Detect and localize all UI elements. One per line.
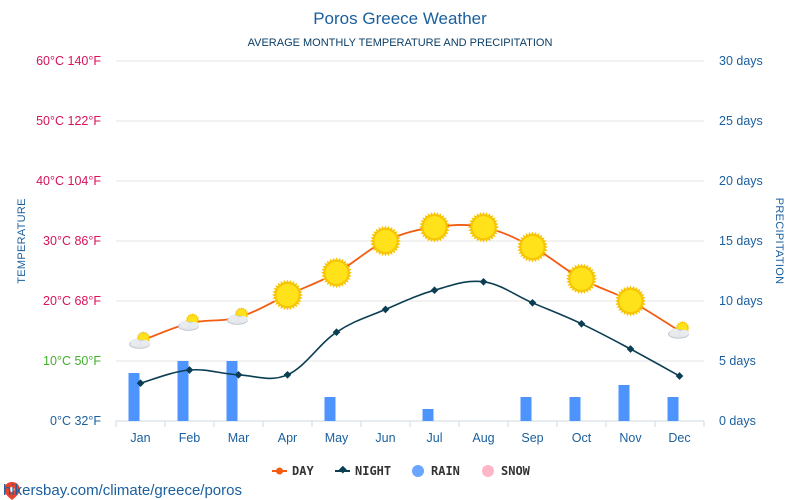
source-link[interactable]: hikersbay.com/climate/greece/poros: [3, 482, 242, 500]
rain-bars: [128, 361, 679, 421]
precip-tick-label: 20 days: [719, 174, 763, 188]
legend-label-snow: SNOW: [501, 464, 531, 478]
month-label-jul: Jul: [427, 431, 443, 445]
gridlines: [115, 60, 705, 427]
precip-tick-label: 25 days: [719, 114, 763, 128]
month-label-sep: Sep: [521, 431, 543, 445]
rain-bar-sep: [520, 397, 532, 421]
sun-icon: [468, 211, 499, 243]
rain-bar-mar: [226, 361, 238, 421]
month-label-apr: Apr: [278, 431, 297, 445]
precipitation-axis-title: PRECIPITATION: [773, 198, 785, 285]
precip-tick-label: 30 days: [719, 54, 763, 68]
temp-tick-label: 60°C 140°F: [36, 54, 101, 68]
legend-item-day[interactable]: DAY: [272, 464, 314, 478]
source-url: hikersbay.com/climate/greece/poros: [3, 482, 242, 499]
sun-icon: [517, 231, 548, 263]
rain-bar-oct: [569, 397, 581, 421]
night-point-aug: [479, 277, 488, 286]
month-label-oct: Oct: [572, 431, 592, 445]
month-label-may: May: [325, 431, 349, 445]
month-label-dec: Dec: [668, 431, 690, 445]
partly-cloudy-icon: [668, 321, 690, 339]
chart-title: Poros Greece Weather: [313, 9, 487, 28]
precip-tick-label: 10 days: [719, 294, 763, 308]
temp-tick-label: 20°C 68°F: [43, 294, 101, 308]
night-point-nov: [626, 345, 635, 353]
rain-bar-may: [324, 397, 336, 421]
sun-icon: [272, 279, 303, 311]
precipitation-axis-ticks: 0 days 5 days 10 days 15 days 20 days 25 days…: [719, 54, 763, 428]
legend-label-day: DAY: [292, 464, 314, 478]
weather-icons: [129, 211, 690, 349]
map-pin-icon: [4, 482, 20, 500]
night-point-jul: [430, 286, 439, 295]
partly-cloudy-icon: [129, 331, 151, 349]
chart-subtitle: AVERAGE MONTHLY TEMPERATURE AND PRECIPIT…: [248, 37, 553, 49]
rain-bar-jan: [128, 373, 140, 421]
month-label-aug: Aug: [472, 431, 494, 445]
sun-icon: [321, 257, 352, 289]
sun-icon: [566, 263, 597, 295]
rain-bar-jul: [422, 409, 434, 421]
legend: DAY NIGHT RAIN SNOW: [272, 464, 531, 478]
temp-tick-label: 30°C 86°F: [43, 234, 101, 248]
month-label-jan: Jan: [130, 431, 150, 445]
rain-bar-dec: [667, 397, 679, 421]
legend-item-snow[interactable]: SNOW: [482, 464, 531, 478]
night-point-apr: [283, 370, 292, 379]
temp-tick-label: 0°C 32°F: [50, 414, 101, 428]
temp-tick-label: 50°C 122°F: [36, 114, 101, 128]
legend-item-night[interactable]: NIGHT: [335, 464, 391, 478]
rain-bar-nov: [618, 385, 630, 421]
month-label-mar: Mar: [228, 431, 250, 445]
month-label-feb: Feb: [179, 431, 201, 445]
night-point-jan: [136, 379, 145, 388]
night-point-dec: [675, 372, 684, 380]
temperature-axis-ticks: 0°C 32°F 10°C 50°F 20°C 68°F 30°C 86°F 40°C …: [36, 54, 101, 428]
partly-cloudy-icon: [178, 313, 200, 331]
sun-icon: [419, 211, 450, 243]
precip-tick-label: 15 days: [719, 234, 763, 248]
night-point-jun: [381, 305, 390, 314]
legend-label-rain: RAIN: [431, 464, 460, 478]
precip-tick-label: 0 days: [719, 414, 756, 428]
temp-tick-label: 40°C 104°F: [36, 174, 101, 188]
legend-label-night: NIGHT: [355, 464, 391, 478]
partly-cloudy-icon: [227, 307, 249, 325]
month-label-nov: Nov: [619, 431, 642, 445]
night-point-sep: [528, 298, 537, 307]
temperature-lines: [136, 224, 684, 388]
month-axis-ticks: Jan Feb Mar Apr May Jun Jul Aug Sep Oct Nov Dec: [130, 431, 690, 445]
day-line: [140, 224, 680, 343]
night-line: [140, 280, 680, 384]
temp-tick-label: 10°C 50°F: [43, 354, 101, 368]
precip-tick-label: 5 days: [719, 354, 756, 368]
night-point-may: [332, 328, 341, 337]
sun-icon: [615, 285, 646, 317]
month-label-jun: Jun: [375, 431, 395, 445]
night-point-feb: [185, 366, 194, 374]
temperature-axis-title: TEMPERATURE: [16, 198, 28, 284]
legend-item-rain[interactable]: RAIN: [412, 464, 460, 478]
sun-icon: [370, 225, 401, 257]
night-point-oct: [577, 319, 586, 328]
rain-bar-feb: [177, 361, 189, 421]
